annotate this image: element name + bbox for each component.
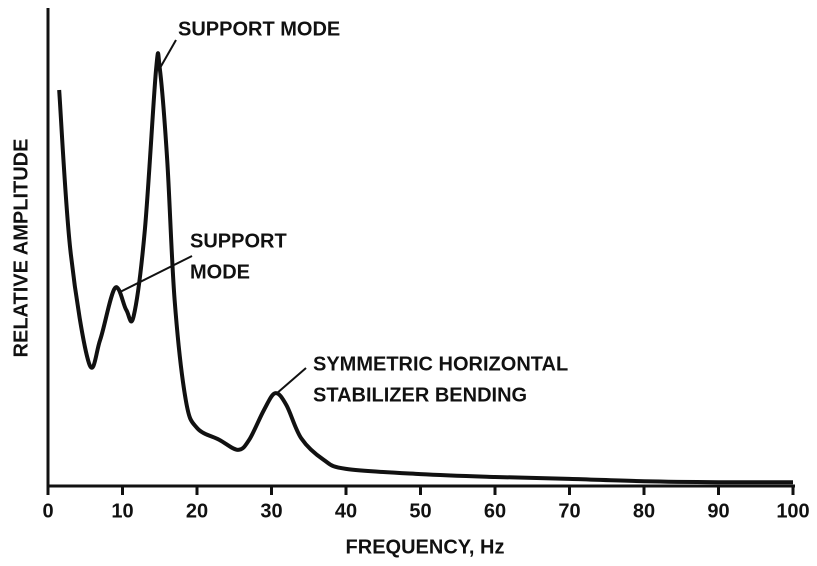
y-axis-label: RELATIVE AMPLITUDE — [10, 139, 32, 358]
x-tick-label: 30 — [260, 500, 282, 522]
x-tick-label: 90 — [707, 500, 729, 522]
x-axis-label: FREQUENCY, Hz — [346, 536, 505, 558]
annotation: SYMMETRIC HORIZONTAL — [313, 353, 568, 375]
annotation: SUPPORT — [190, 230, 287, 252]
x-tick-label: 70 — [558, 500, 580, 522]
annotation-leader — [119, 255, 193, 293]
annotation-leader — [159, 39, 177, 69]
x-tick-label: 20 — [186, 500, 208, 522]
annotation-leader — [275, 367, 307, 395]
x-tick-label: 40 — [335, 500, 357, 522]
x-tick-label: 50 — [409, 500, 431, 522]
x-tick-label: 10 — [111, 500, 133, 522]
x-tick-label: 60 — [484, 500, 506, 522]
x-tick-label: 0 — [42, 500, 53, 522]
annotation: SUPPORT MODE — [178, 18, 340, 40]
line — [57, 51, 794, 485]
annotation: STABILIZER BENDING — [313, 384, 527, 406]
x-tick-label: 100 — [776, 500, 809, 522]
annotation: MODE — [190, 261, 250, 283]
x-tick-label: 80 — [633, 500, 655, 522]
